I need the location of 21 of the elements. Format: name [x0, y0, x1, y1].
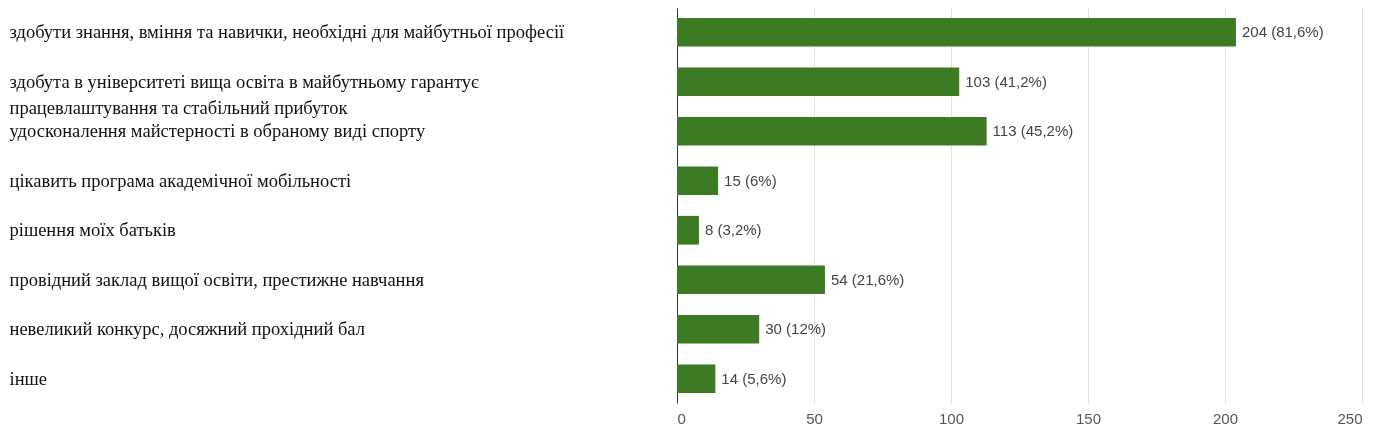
y-tick-label: здобути знання, вміння та навички, необхідні для майбутньої професії	[9, 22, 566, 43]
y-tick-label: рішення моїх батьків	[9, 220, 177, 241]
data-label: 30 (12%)	[765, 320, 827, 338]
x-tick-label: 150	[1075, 409, 1102, 427]
y-tick-label: цікавить програма академічної мобільності	[9, 170, 352, 191]
data-label: 15 (6%)	[724, 171, 777, 189]
y-tick-label: провідний заклад вищої освіти, престижне навчання	[9, 269, 425, 290]
data-label: 8 (3,2%)	[704, 221, 762, 239]
data-label: 14 (5,6%)	[721, 369, 787, 387]
data-label: 204 (81,6%)	[1241, 23, 1324, 41]
x-tick-label: 100	[938, 409, 965, 427]
x-tick-label: 50	[806, 409, 823, 427]
data-label: 113 (45,2%)	[992, 122, 1074, 140]
y-tick-label: удосконалення майстерності в обраному виді спорту	[9, 121, 426, 142]
y-tick-label: невеликий конкурс, досяжний прохідний бал	[9, 319, 365, 340]
x-tick-label: 250	[1337, 409, 1363, 427]
x-tick-label: 200	[1212, 409, 1239, 427]
y-tick-label: інше	[9, 368, 47, 389]
data-label: 103 (41,2%)	[965, 72, 1047, 90]
x-tick-label: 0	[677, 409, 686, 427]
data-label: 54 (21,6%)	[830, 270, 905, 288]
